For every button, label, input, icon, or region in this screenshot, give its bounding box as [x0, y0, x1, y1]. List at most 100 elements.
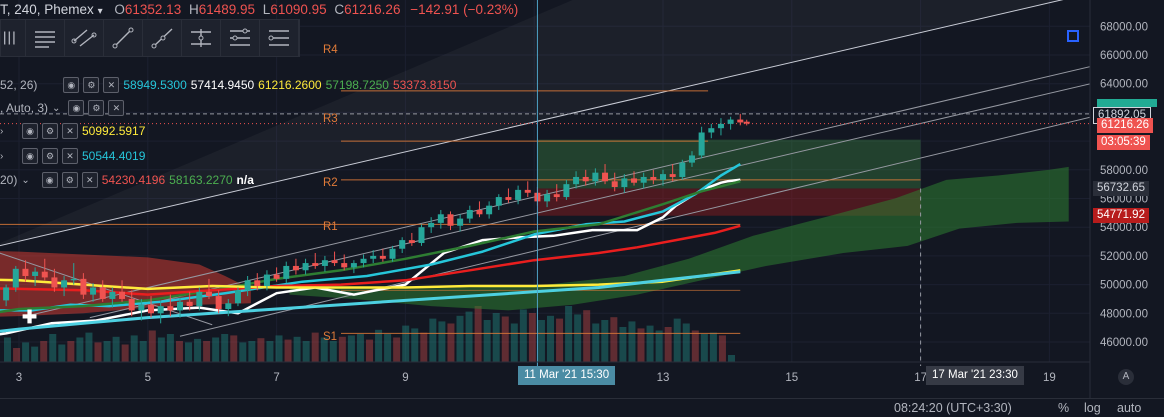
pivot-label-s1: S1: [323, 331, 338, 343]
close-icon[interactable]: ✕: [108, 100, 125, 116]
close-value: 61216.26: [344, 2, 401, 17]
channel-line: [31, 53, 1147, 316]
tool-trendline[interactable]: [104, 20, 143, 56]
auto-toggle[interactable]: auto: [1117, 401, 1142, 415]
volume-bar: [166, 334, 174, 362]
tool-parallel-channel-icon: [71, 29, 97, 47]
price-tick-label: 58000.00: [1100, 165, 1148, 177]
close-icon[interactable]: ✕: [62, 123, 78, 139]
volume-bar: [49, 334, 57, 362]
candle-body: [254, 280, 261, 287]
indicator-5-value-2: 58163.2270: [169, 173, 233, 187]
volume-bar: [492, 313, 500, 362]
tool-long-position[interactable]: [182, 20, 221, 56]
indicator-1-value-2: 57414.9450: [190, 78, 255, 92]
candle-body: [99, 287, 106, 299]
candle-body: [669, 174, 676, 177]
candle-body: [418, 227, 425, 243]
eye-icon[interactable]: ◉: [22, 148, 38, 164]
pivot-label-r2: R2: [323, 177, 338, 189]
volume-bar: [583, 310, 591, 362]
chevron-down-icon[interactable]: ⌄: [52, 102, 61, 114]
volume-bar: [519, 309, 527, 362]
candle-body: [70, 278, 77, 281]
auto-scale-button[interactable]: A: [1118, 369, 1134, 385]
candle-body: [186, 301, 193, 307]
symbol-label[interactable]: T, 240, Phemex: [0, 2, 94, 17]
settings-icon[interactable]: ⚙: [83, 77, 100, 93]
tool-lines[interactable]: [26, 20, 65, 56]
chevron-down-icon[interactable]: ⌄: [21, 174, 30, 186]
volume-bar: [619, 327, 627, 362]
candle-body: [466, 209, 473, 219]
time-tick-label: 9: [402, 372, 408, 384]
volume-bar: [22, 342, 30, 362]
tool-measure[interactable]: [221, 20, 260, 56]
volume-bar: [366, 339, 373, 362]
settings-icon[interactable]: ⚙: [42, 123, 58, 139]
settings-icon[interactable]: ⚙: [61, 172, 78, 188]
volume-bar: [94, 342, 102, 362]
candle-body: [708, 128, 715, 133]
indicator-legend-1[interactable]: 52, 26) ◉ ⚙ ✕ 58949.5300 57414.9450 6121…: [0, 76, 456, 94]
tool-columns[interactable]: [1, 20, 26, 56]
volume-bars: [4, 306, 735, 362]
tool-fib[interactable]: [260, 20, 299, 56]
dropdown-icon[interactable]: ▾: [97, 6, 103, 17]
candle-body: [138, 304, 145, 311]
percent-toggle[interactable]: %: [1058, 401, 1070, 415]
candle-body: [660, 174, 666, 180]
candle-body: [582, 176, 589, 182]
indicator-legend-2[interactable]: , Auto, 3) ⌄ ◉ ⚙ ✕: [0, 99, 125, 117]
volume-bar: [664, 327, 672, 362]
collapse-icon[interactable]: ›: [0, 150, 4, 162]
close-icon[interactable]: ✕: [62, 148, 78, 164]
eye-icon[interactable]: ◉: [68, 100, 85, 116]
candle-body: [312, 263, 319, 266]
tool-parallel-channel[interactable]: [65, 20, 104, 56]
volume-bar: [384, 334, 392, 362]
indicator-5-value-1: 54230.4196: [101, 173, 166, 187]
candle-body: [505, 197, 512, 200]
indicator-legend-3[interactable]: › ◉ ⚙ ✕ 50992.5917: [0, 122, 145, 140]
candle-body: [476, 209, 483, 215]
candle-body: [331, 260, 338, 264]
settings-icon[interactable]: ⚙: [42, 148, 58, 164]
indicator-legend-5[interactable]: 20) ⌄ ◉ ⚙ ✕ 54230.4196 58163.2270 n/a: [0, 171, 254, 189]
indicator-4-value: 50544.4019: [82, 149, 146, 163]
close-icon[interactable]: ✕: [103, 77, 120, 93]
volume-bar: [13, 348, 21, 362]
volume-bar: [284, 339, 292, 362]
volume-bar: [139, 341, 147, 362]
volume-bar: [673, 318, 681, 362]
close-icon[interactable]: ✕: [81, 172, 98, 188]
candle-body: [80, 278, 87, 295]
eye-icon[interactable]: ◉: [22, 123, 38, 139]
settings-icon[interactable]: ⚙: [88, 100, 105, 116]
channel-anchor-handle[interactable]: [1067, 30, 1079, 42]
candle-body: [360, 258, 367, 264]
parallel-channel[interactable]: [0, 0, 1147, 337]
candle-body: [611, 181, 618, 188]
time-tick-label: 5: [145, 372, 151, 384]
crosshair: [536, 0, 922, 366]
footer-time[interactable]: 08:24:20 (UTC+3:30): [894, 401, 1012, 415]
volume-bar: [275, 335, 283, 362]
pivot-label-r3: R3: [323, 113, 338, 125]
volume-bar: [547, 315, 554, 362]
volume-bar: [637, 328, 645, 362]
candle-body: [61, 280, 68, 288]
price-tick-label: 64000.00: [1100, 79, 1148, 91]
candle-body: [737, 119, 744, 123]
candle-body: [515, 189, 522, 200]
collapse-icon[interactable]: ›: [0, 125, 4, 137]
eye-icon[interactable]: ◉: [63, 77, 80, 93]
candle-body: [650, 176, 657, 180]
tool-ray[interactable]: [143, 20, 182, 56]
price-tick-label: 66000.00: [1100, 50, 1148, 62]
eye-icon[interactable]: ◉: [41, 172, 58, 188]
candle-body: [457, 218, 464, 226]
indicator-legend-4[interactable]: › ◉ ⚙ ✕ 50544.4019: [0, 147, 145, 165]
log-toggle[interactable]: log: [1084, 401, 1101, 415]
